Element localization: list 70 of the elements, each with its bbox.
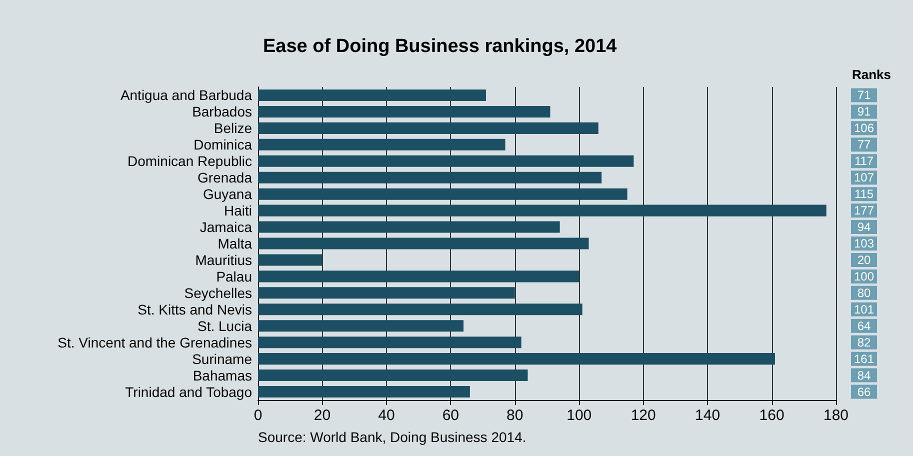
y-tick-label: Barbados xyxy=(192,104,252,120)
y-tick-label: Seychelles xyxy=(184,284,252,301)
data-label: 66 xyxy=(857,384,871,399)
bar xyxy=(258,287,515,299)
y-tick-label: Malta xyxy=(218,236,252,252)
y-tick-label: St. Vincent and the Grenadines xyxy=(58,334,252,350)
data-label: 77 xyxy=(857,138,871,152)
data-label: 117 xyxy=(854,154,874,168)
x-tick-label: 20 xyxy=(314,407,331,424)
y-tick-label: Grenada xyxy=(198,170,252,186)
bar xyxy=(258,106,550,118)
data-label: 91 xyxy=(857,104,871,119)
data-label: 177 xyxy=(854,204,874,218)
bar xyxy=(258,386,470,398)
y-tick-label: Palau xyxy=(216,268,252,284)
y-tick-label: St. Kitts and Nevis xyxy=(138,301,252,318)
bar xyxy=(258,238,589,250)
data-label: 64 xyxy=(857,318,871,333)
y-tick-label: Antigua and Barbuda xyxy=(120,87,252,104)
bar xyxy=(258,336,522,348)
x-tick-label: 140 xyxy=(695,407,720,424)
x-tick-label: 180 xyxy=(823,407,849,424)
data-label: 71 xyxy=(857,88,871,102)
source-note: Source: World Bank, Doing Business 2014. xyxy=(258,429,526,445)
data-label: 94 xyxy=(857,220,871,234)
bar xyxy=(258,221,560,233)
bar xyxy=(258,122,598,134)
y-tick-label: Haiti xyxy=(224,202,252,219)
x-tick-label: 100 xyxy=(566,407,592,424)
y-tick-label: St. Lucia xyxy=(198,318,252,334)
y-tick-label: Guyana xyxy=(202,186,252,202)
x-tick-label: 40 xyxy=(378,407,395,424)
data-label: 115 xyxy=(854,187,874,202)
data-label: 100 xyxy=(854,269,874,284)
data-label: 84 xyxy=(857,368,871,382)
x-tick-label: 160 xyxy=(759,407,784,424)
data-label: 106 xyxy=(854,121,874,136)
bar xyxy=(258,254,322,266)
bar xyxy=(258,172,602,184)
data-label: 107 xyxy=(854,170,874,185)
y-tick-label: Jamaica xyxy=(200,219,252,236)
bar xyxy=(258,188,628,200)
y-tick-label: Mauritius xyxy=(195,252,252,268)
x-tick-label: 0 xyxy=(254,407,262,424)
text: Ranks xyxy=(852,67,892,82)
x-tick-label: 120 xyxy=(630,407,656,424)
bar xyxy=(258,155,634,167)
bar xyxy=(258,320,464,332)
y-tick-label: Suriname xyxy=(192,350,252,367)
y-tick-label: Dominican Republic xyxy=(127,153,252,170)
chart-title: Ease of Doing Business rankings, 2014 xyxy=(263,36,618,57)
bar xyxy=(258,204,826,216)
data-label: 80 xyxy=(857,286,871,300)
y-tick-label: Belize xyxy=(214,120,252,136)
data-label: 20 xyxy=(857,252,871,267)
data-label: 103 xyxy=(854,236,874,250)
x-tick-label: 60 xyxy=(442,407,460,424)
bar xyxy=(258,353,775,365)
data-label: 82 xyxy=(857,335,871,350)
x-tick-label: 80 xyxy=(506,407,524,424)
bar xyxy=(258,304,582,316)
y-tick-label: Trinidad and Tobago xyxy=(125,384,252,400)
data-label: 101 xyxy=(854,302,874,316)
bar xyxy=(258,370,528,382)
bar xyxy=(258,89,486,102)
data-label: 161 xyxy=(854,352,874,366)
bar xyxy=(258,270,580,282)
y-tick-label: Bahamas xyxy=(192,367,252,384)
bar xyxy=(258,138,506,150)
y-tick-label: Dominica xyxy=(194,136,252,153)
